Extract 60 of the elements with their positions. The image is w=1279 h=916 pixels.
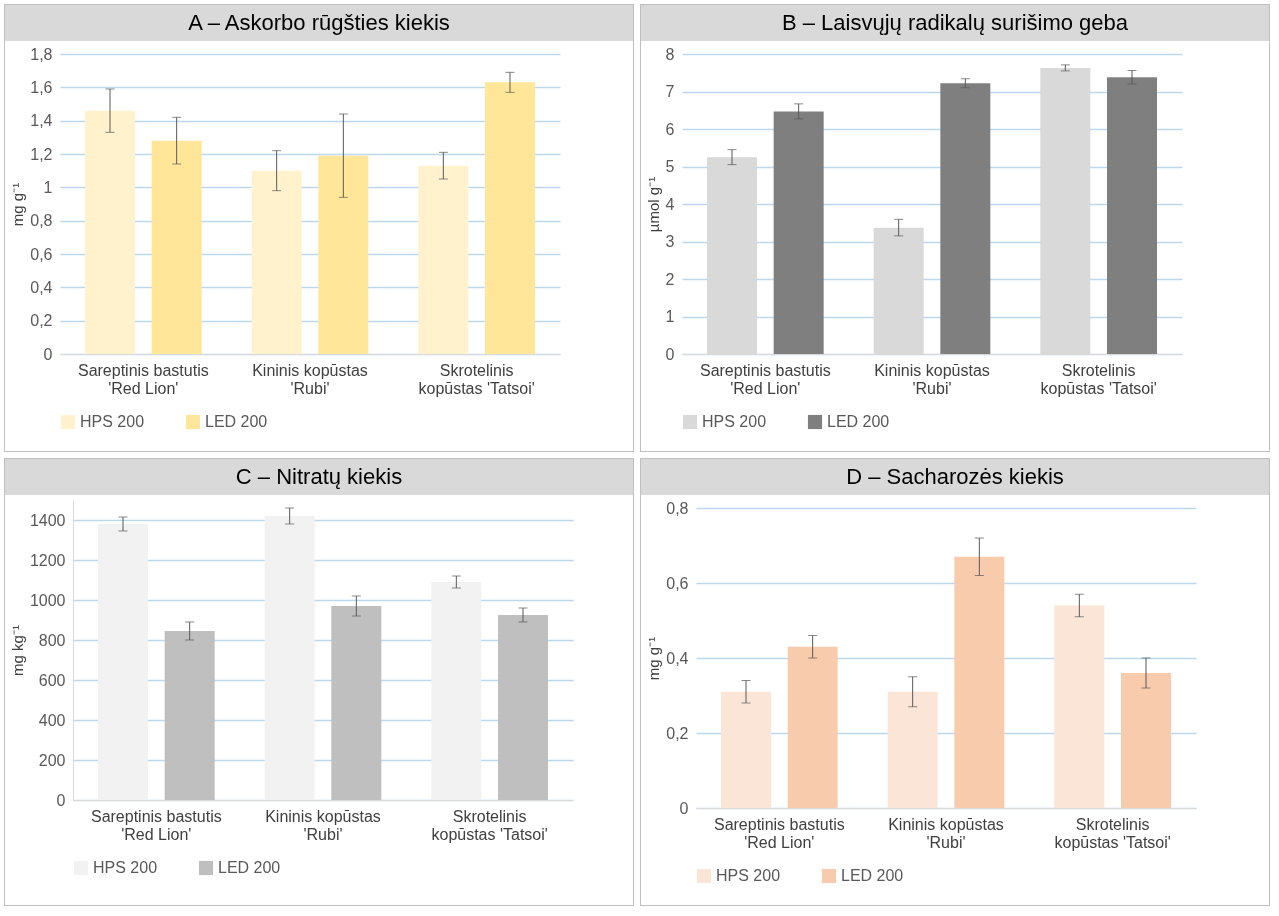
y-tick-label: 0,6 xyxy=(30,245,53,263)
y-tick-label: 0 xyxy=(665,345,675,363)
x-tick-label: Skrotelinis kopūstas 'Tatsoi' xyxy=(1054,815,1171,851)
y-tick-label: 0,4 xyxy=(30,278,53,296)
y-tick-label: 2 xyxy=(665,270,675,288)
chart-title: C – Nitratų kiekis xyxy=(5,459,633,495)
x-tick-label: Skrotelinis kopūstas 'Tatsoi' xyxy=(1040,361,1157,397)
chart-title: B – Laisvųjų radikalų surišimo geba xyxy=(641,5,1269,41)
y-tick-label: 1200 xyxy=(29,551,66,569)
x-tick-label: Sareptinis bastutis 'Red Lion' xyxy=(77,361,209,397)
y-tick-label: 6 xyxy=(665,120,675,138)
y-axis-title: mg g⁻¹ xyxy=(645,636,663,681)
y-axis-title: mg kg⁻¹ xyxy=(8,625,26,676)
y-tick-label: 1,2 xyxy=(30,145,53,163)
legend-label: LED 200 xyxy=(218,859,281,876)
y-tick-label: 0,2 xyxy=(666,724,689,742)
chart-title: A – Askorbo rūgšties kiekis xyxy=(5,5,633,41)
y-tick-label: 0 xyxy=(679,799,689,817)
y-tick-label: 800 xyxy=(38,631,66,649)
y-tick-label: 7 xyxy=(665,83,675,100)
y-axis-title: mg g⁻¹ xyxy=(9,182,27,227)
y-tick-label: 8 xyxy=(665,45,675,63)
legend-label: HPS 200 xyxy=(702,413,767,430)
x-tick-label: Sareptinis bastutis 'Red Lion' xyxy=(713,815,845,851)
chart-title: D – Sacharozės kiekis xyxy=(641,459,1269,495)
y-tick-label: 1 xyxy=(665,308,675,325)
y-tick-label: 3 xyxy=(665,233,675,250)
y-tick-label: 0 xyxy=(43,345,53,363)
y-tick-label: 1,6 xyxy=(30,78,53,96)
y-tick-label: 0,2 xyxy=(30,312,53,330)
y-tick-label: 1,4 xyxy=(30,112,53,130)
y-tick-label: 1 xyxy=(43,178,53,196)
y-tick-label: 0,8 xyxy=(30,212,53,230)
y-tick-label: 0 xyxy=(56,791,66,809)
y-tick-label: 600 xyxy=(38,671,66,689)
y-tick-label: 1400 xyxy=(29,511,66,529)
y-tick-label: 4 xyxy=(665,195,675,213)
x-tick-label: Skrotelinis kopūstas 'Tatsoi' xyxy=(418,361,535,397)
x-tick-label: Sareptinis bastutis 'Red Lion' xyxy=(90,807,222,843)
y-tick-label: 0,4 xyxy=(666,649,689,667)
legend-label: LED 200 xyxy=(205,413,268,430)
y-tick-label: 1,8 xyxy=(30,45,53,63)
legend-label: HPS 200 xyxy=(93,859,158,876)
x-tick-label: Kininis kopūstas 'Rubi' xyxy=(265,807,381,843)
y-tick-label: 200 xyxy=(38,751,66,769)
y-tick-label: 1000 xyxy=(29,591,66,609)
legend-label: LED 200 xyxy=(827,413,890,430)
y-tick-label: 0,8 xyxy=(666,499,689,517)
x-tick-label: Kininis kopūstas 'Rubi' xyxy=(252,361,368,397)
legend-label: HPS 200 xyxy=(80,413,145,430)
x-tick-label: Skrotelinis kopūstas 'Tatsoi' xyxy=(431,807,548,843)
y-tick-label: 5 xyxy=(665,158,675,175)
y-axis-title: µmol g⁻¹ xyxy=(644,176,662,233)
y-tick-label: 0,6 xyxy=(666,574,689,592)
x-tick-label: Kininis kopūstas 'Rubi' xyxy=(888,815,1004,851)
x-tick-label: Kininis kopūstas 'Rubi' xyxy=(874,361,990,397)
x-tick-label: Sareptinis bastutis 'Red Lion' xyxy=(699,361,831,397)
legend-label: LED 200 xyxy=(841,867,904,884)
legend-label: HPS 200 xyxy=(716,867,781,884)
y-tick-label: 400 xyxy=(38,711,66,729)
